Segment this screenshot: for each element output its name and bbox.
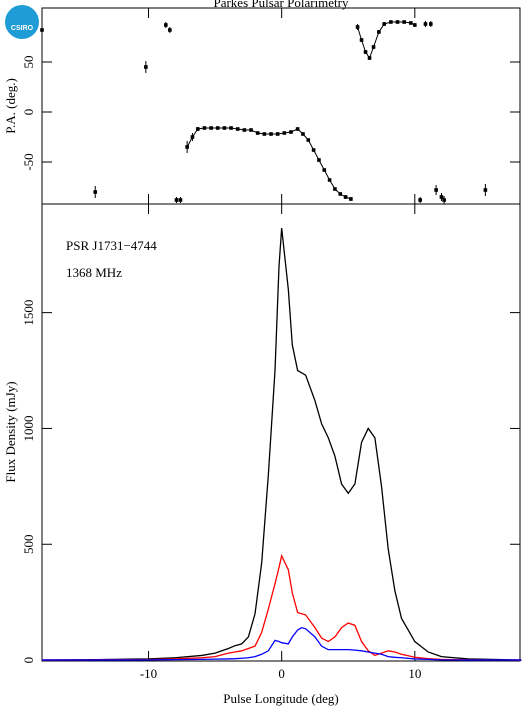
point — [93, 190, 98, 194]
pa-curve — [186, 127, 352, 200]
y-tick-label: 50 — [21, 56, 36, 69]
pa-curve — [357, 21, 416, 60]
frame — [41, 203, 521, 662]
logo-badge — [5, 5, 39, 39]
point — [439, 195, 444, 199]
y-tick-label: 1500 — [21, 300, 36, 326]
x-tick-label: 10 — [408, 666, 421, 681]
point — [40, 28, 44, 32]
point — [164, 23, 168, 27]
y-tick-label: -50 — [21, 153, 36, 170]
series-line — [41, 228, 522, 661]
point — [423, 22, 428, 26]
point — [442, 198, 446, 202]
y-axis-label: Flux Density (mJy) — [3, 381, 18, 482]
annotation: PSR J1731−4744 — [66, 238, 157, 253]
y-tick-label: 0 — [21, 657, 36, 664]
x-tick-label: -10 — [140, 666, 157, 681]
series-line — [41, 553, 522, 661]
point — [144, 65, 148, 69]
chart-title: Parkes Pulsar Polarimetry — [213, 0, 349, 10]
point — [349, 197, 353, 201]
point — [174, 198, 179, 202]
point — [168, 28, 172, 32]
series-line — [42, 626, 522, 661]
point — [428, 22, 433, 26]
point — [178, 198, 183, 202]
annotation: 1368 MHz — [66, 265, 122, 280]
frame — [41, 7, 521, 205]
y-axis-label: P.A. (deg.) — [3, 78, 18, 134]
x-axis-label: Pulse Longitude (deg) — [223, 691, 339, 706]
y-tick-label: 0 — [21, 109, 36, 116]
y-tick-label: 500 — [21, 535, 36, 555]
x-tick-label: 0 — [278, 666, 285, 681]
point — [418, 198, 422, 202]
point — [483, 188, 488, 192]
logo-text: CSIRO — [11, 25, 34, 32]
point — [434, 188, 438, 192]
y-tick-label: 1000 — [21, 415, 36, 441]
